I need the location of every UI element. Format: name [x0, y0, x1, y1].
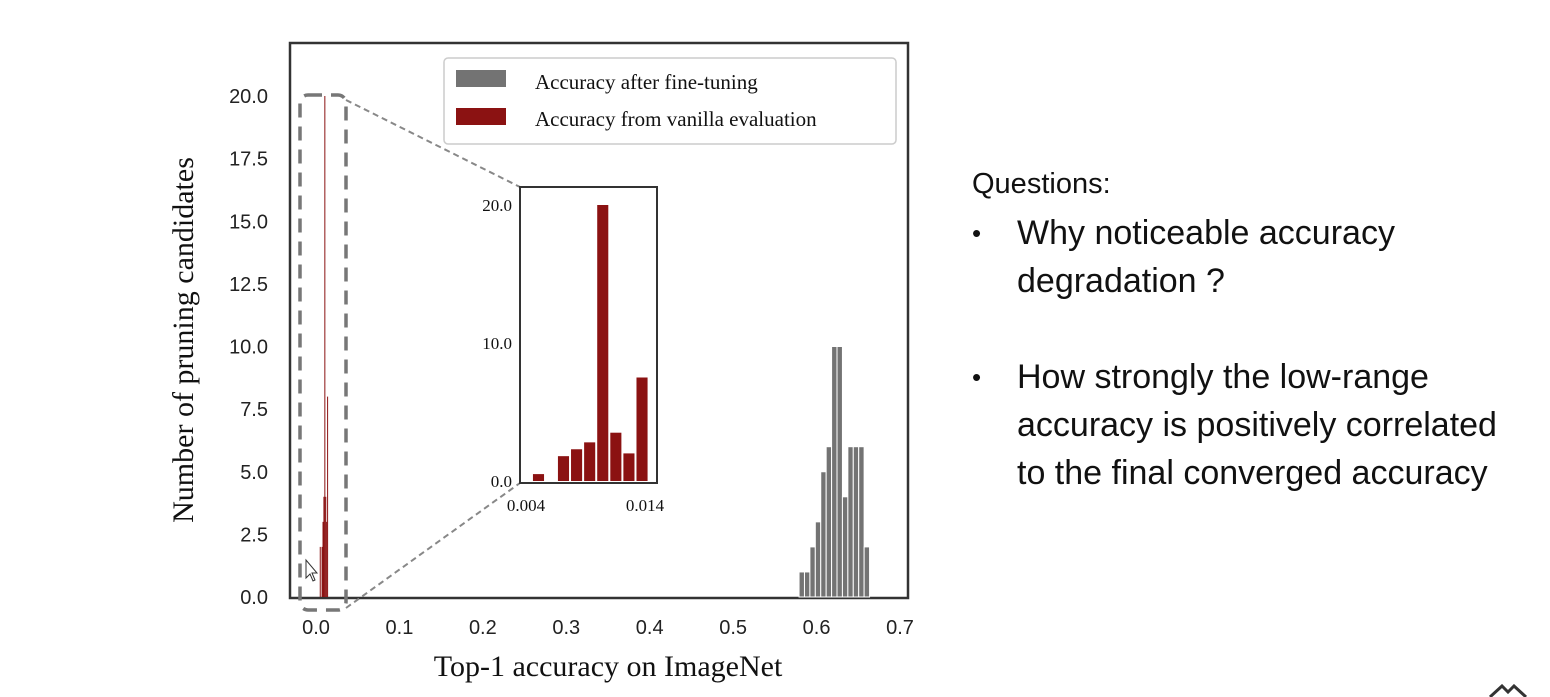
y-tick-label: 5.0 [240, 462, 268, 484]
legend-swatch-vanilla [456, 108, 506, 125]
legend-label-fine-tuning: Accuracy after fine-tuning [535, 70, 758, 94]
histogram-bar [325, 496, 327, 597]
legend-label-vanilla: Accuracy from vanilla evaluation [535, 107, 817, 131]
y-tick-label: 15.0 [229, 211, 268, 233]
bullet-icon: • [972, 218, 982, 248]
y-tick-label: 0.0 [240, 587, 268, 609]
histogram-bar [847, 446, 854, 598]
histogram-bar [326, 521, 328, 597]
inset-histogram-bar [557, 456, 570, 481]
inset-histogram-bar [584, 442, 596, 481]
y-tick-label: 12.5 [229, 274, 268, 296]
inset-histogram-bar [571, 449, 583, 481]
inset-x-tick-labels: 0.004 0.014 [507, 496, 665, 515]
y-tick-label: 20.0 [229, 86, 268, 108]
inset-histogram-bar [636, 377, 648, 481]
histogram-bar [852, 446, 860, 598]
y-axis-label: Number of pruning candidates [167, 157, 200, 523]
y-tick-label: 7.5 [240, 399, 268, 421]
inset-histogram-bar [623, 453, 635, 481]
x-tick-label: 0.2 [469, 617, 497, 639]
inset-histogram-bar [532, 474, 545, 481]
y-tick-label: 17.5 [229, 149, 268, 171]
zoom-connector-top [345, 99, 521, 188]
histogram-bar [831, 346, 838, 598]
questions-heading: Questions: [972, 168, 1111, 200]
inset-x-tick-label: 0.014 [626, 496, 665, 515]
histogram-bar [809, 546, 816, 598]
inset-y-tick-label: 20.0 [482, 196, 512, 215]
main-bars [319, 96, 871, 598]
histogram-bar [836, 346, 843, 598]
histogram-bar [322, 521, 324, 597]
x-tick-label: 0.3 [552, 617, 580, 639]
bullet-icon: • [972, 362, 982, 392]
histogram-bar [321, 546, 323, 597]
inset-y-tick-label: 10.0 [482, 334, 512, 353]
question-item: • Why noticeable accuracy degradation ? [972, 209, 1532, 305]
x-tick-label: 0.0 [302, 617, 330, 639]
x-tick-label: 0.6 [803, 617, 831, 639]
histogram-bar [323, 496, 325, 597]
legend-box [443, 57, 897, 145]
histogram-bar [858, 446, 865, 598]
question-text: Why noticeable accuracy degradation ? [1017, 214, 1395, 300]
x-axis-label: Top-1 accuracy on ImageNet [434, 650, 783, 683]
inset-y-tick-label: 0.0 [491, 472, 512, 491]
main-plot-frame [288, 41, 910, 600]
histogram-bar [324, 96, 326, 597]
corner-logo-icon [1488, 684, 1528, 697]
question-text: How strongly the low-range accuracy is p… [1017, 358, 1497, 492]
inset-x-tick-label: 0.004 [507, 496, 546, 515]
histogram-bar [319, 546, 321, 597]
questions-list: • Why noticeable accuracy degradation ? … [972, 209, 1532, 497]
legend-swatch-fine-tuning [456, 70, 506, 87]
inset-bars [532, 205, 648, 481]
histogram-bar [814, 521, 822, 598]
histogram-bar [825, 446, 833, 598]
zoom-connector-bottom [345, 482, 521, 609]
histogram-bar [820, 471, 827, 598]
legend: Accuracy after fine-tuning Accuracy from… [443, 57, 897, 145]
x-tick-label: 0.4 [636, 617, 664, 639]
questions-panel: Questions: • Why noticeable accuracy deg… [972, 168, 1532, 545]
question-item: • How strongly the low-range accuracy is… [972, 353, 1532, 497]
inset-y-tick-labels: 0.0 10.0 20.0 [482, 196, 512, 491]
main-x-tick-labels: 0.0 0.1 0.2 0.3 0.4 0.5 0.6 0.7 [302, 617, 914, 639]
x-tick-label: 0.5 [719, 617, 747, 639]
histogram-bar [327, 396, 329, 597]
histogram-bar [863, 546, 871, 598]
mouse-cursor-icon [305, 558, 319, 582]
histogram-bar [841, 496, 849, 598]
histogram-bar [798, 571, 805, 598]
x-tick-label: 0.7 [886, 617, 914, 639]
y-tick-label: 2.5 [240, 524, 268, 546]
main-y-tick-labels: 0.0 2.5 5.0 7.5 10.0 12.5 15.0 17.5 20.0 [229, 86, 268, 609]
x-tick-label: 0.1 [386, 617, 414, 639]
inset-plot-frame [519, 186, 658, 484]
inset-histogram-bar [597, 205, 609, 481]
histogram-bar [803, 571, 811, 598]
y-tick-label: 10.0 [229, 337, 268, 359]
inset-histogram-bar [610, 432, 622, 481]
